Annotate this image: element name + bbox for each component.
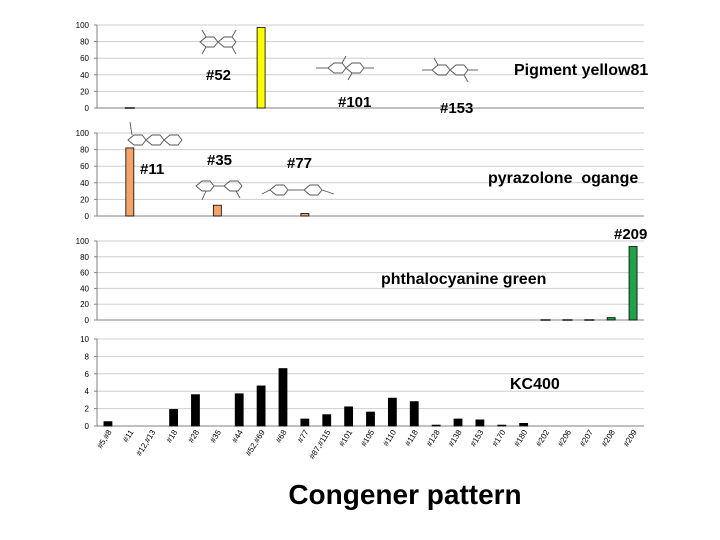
y-tick-label: 80 <box>80 146 89 155</box>
y-tick-label: 10 <box>80 335 89 344</box>
x-tick-label: #180 <box>512 428 529 448</box>
x-tick-label: #153 <box>469 428 486 448</box>
bar-kc400 <box>497 424 507 427</box>
y-tick-label: 80 <box>80 38 89 47</box>
x-tick-label: #128 <box>425 428 442 448</box>
bar-kc400 <box>256 385 266 427</box>
y-tick-label: 2 <box>85 405 90 414</box>
annotation-pigment-yellow81: Pigment yellow81 <box>514 62 648 79</box>
y-tick-label: 20 <box>80 300 89 309</box>
bar-phthalocyanine-green <box>628 246 638 321</box>
x-tick-label: #35 <box>208 428 223 445</box>
chart-title: Congener pattern <box>288 479 521 510</box>
x-tick-label: #207 <box>578 428 595 448</box>
bar-kc400 <box>300 418 310 427</box>
x-tick-label: #110 <box>381 428 398 448</box>
bar-kc400 <box>103 421 113 427</box>
y-tick-label: 60 <box>80 162 89 171</box>
chart-panels: 0 20 40 60 80 100 0 20 40 60 80 100 0 20 40 60 80 100 0 2 4 6… <box>76 21 644 431</box>
y-tick-label: 80 <box>80 253 89 262</box>
annotation-77: #77 <box>287 155 312 172</box>
y-tick-label: 4 <box>85 387 90 396</box>
x-tick-label: #52,#69 <box>244 428 267 458</box>
annotation-11: #11 <box>140 161 164 178</box>
bar-kc400 <box>344 406 354 427</box>
x-tick-label: #138 <box>447 428 464 448</box>
x-tick-label: #87,#115 <box>307 428 332 461</box>
x-tick-label: #12,#13 <box>134 428 157 458</box>
annotation-52: #52 <box>206 67 231 84</box>
bar-pyrazolone-ogange <box>300 213 310 217</box>
x-tick-label: #18 <box>165 428 180 445</box>
y-tick-label: 0 <box>85 422 90 431</box>
x-tick-label: #5,#8 <box>95 428 114 450</box>
x-tick-label: #206 <box>556 428 573 448</box>
x-tick-label: #77 <box>296 428 311 445</box>
x-tick-label: #11 <box>121 428 136 444</box>
molecule-structure-101-icon <box>316 55 374 81</box>
bar-kc400 <box>234 393 244 427</box>
bar-phthalocyanine-green <box>606 317 616 321</box>
bar-kc400 <box>475 419 485 427</box>
bar-pyrazolone-ogange <box>125 147 135 217</box>
bar-pigment-yellow81 <box>256 27 266 109</box>
bar-kc400 <box>387 397 397 427</box>
x-tick-label: #28 <box>186 428 201 445</box>
annotation-35: #35 <box>207 152 232 169</box>
y-tick-label: 8 <box>85 352 90 361</box>
bar-kc400 <box>278 368 288 427</box>
x-tick-label: #68 <box>274 428 289 445</box>
y-tick-label: 100 <box>76 129 90 138</box>
annotation-153: #153 <box>440 100 473 117</box>
y-tick-label: 40 <box>80 179 89 188</box>
bar-kc400 <box>409 401 419 427</box>
y-tick-label: 100 <box>76 237 90 246</box>
x-tick-label: #202 <box>534 428 551 448</box>
bar-kc400 <box>431 424 441 427</box>
molecule-structure-77-icon <box>261 184 335 196</box>
molecule-structure-153-icon <box>422 57 478 83</box>
y-tick-label: 0 <box>85 104 90 113</box>
x-axis-labels: #5,#8 #11#12,#13 #18 #28 #35 #44#52,#69 #68 #77… <box>95 428 639 461</box>
x-tick-label: #101 <box>337 428 354 448</box>
y-tick-label: 60 <box>80 54 89 63</box>
bar-kc400 <box>169 409 178 427</box>
annotation-209: #209 <box>614 226 647 243</box>
x-tick-label: #208 <box>600 428 617 448</box>
y-tick-label: 60 <box>80 269 89 278</box>
molecule-structure-11-icon <box>127 121 183 146</box>
y-tick-label: 100 <box>76 21 90 30</box>
x-tick-label: #170 <box>490 428 507 448</box>
bar-pyrazolone-ogange <box>212 204 222 217</box>
molecule-structure-52-icon <box>199 29 237 55</box>
y-tick-label: 20 <box>80 195 89 204</box>
x-tick-label: #44 <box>230 428 245 445</box>
y-tick-label: 0 <box>85 316 90 325</box>
y-tick-label: 40 <box>80 71 89 80</box>
x-tick-label: #105 <box>359 428 376 448</box>
annotation-pyrazolone-ogange: pyrazolone ogange <box>488 170 638 187</box>
y-tick-label: 0 <box>85 212 90 221</box>
annotation-101: #101 <box>338 94 371 111</box>
annotation-kc400: KC400 <box>510 376 560 393</box>
bar-kc400 <box>322 414 332 427</box>
annotation-phthalocyanine-green: phthalocyanine green <box>381 271 546 288</box>
bar-kc400 <box>453 418 463 427</box>
y-tick-label: 40 <box>80 284 89 293</box>
y-tick-label: 6 <box>85 370 90 379</box>
bar-kc400 <box>191 394 200 427</box>
y-tick-label: 20 <box>80 87 89 96</box>
x-tick-label: #118 <box>403 428 420 448</box>
bar-kc400 <box>519 422 529 427</box>
molecule-structure-35-icon <box>195 180 243 201</box>
bar-kc400 <box>366 411 375 427</box>
x-tick-label: #209 <box>622 428 639 448</box>
